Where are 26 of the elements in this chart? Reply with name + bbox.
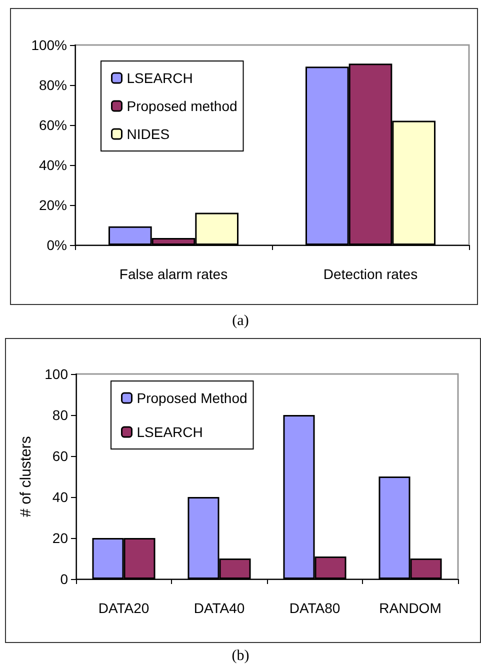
legend-label: Proposed method (126, 98, 238, 114)
y-axis-title: # of clusters (18, 436, 35, 517)
x-tick-label: RANDOM (379, 600, 442, 616)
y-tick-label: 40% (38, 157, 67, 173)
x-tick-label: DATA20 (98, 600, 150, 616)
text: (a) (231, 313, 250, 330)
legend-label: NIDES (126, 126, 170, 142)
y-tick-label: 20 (52, 530, 68, 546)
y-tick-label: 100 (44, 366, 68, 382)
legend-label: LSEARCH (126, 70, 193, 86)
legend-label: Proposed Method (136, 390, 248, 406)
x-tick-label: DATA80 (289, 600, 340, 616)
y-tick-label: 40 (52, 489, 68, 505)
y-tick-label: 60% (38, 117, 67, 133)
y-tick-label: 80% (38, 77, 67, 93)
legend-label: LSEARCH (136, 424, 203, 440)
y-tick-label: 20% (38, 197, 67, 213)
x-tick-label: DATA40 (194, 600, 245, 616)
y-tick-label: 0% (46, 237, 67, 253)
x-tick-label: False alarm rates (119, 266, 228, 282)
x-tick-label: Detection rates (323, 266, 418, 282)
y-tick-label: 80 (52, 407, 68, 423)
y-tick-label: 0 (60, 571, 68, 587)
y-tick-label: 60 (52, 448, 68, 464)
y-tick-label: 100% (31, 37, 67, 53)
text: (b) (230, 648, 250, 665)
